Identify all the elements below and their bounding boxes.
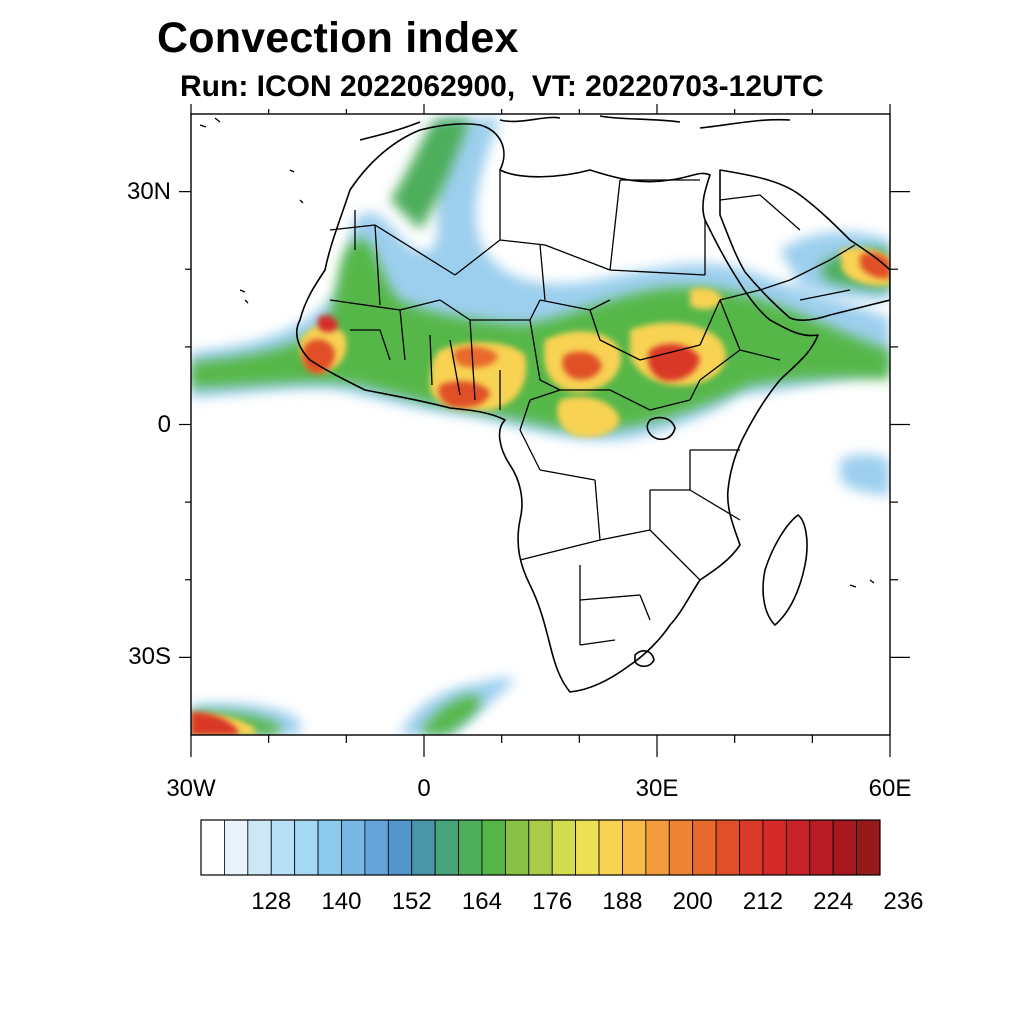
colorbar-swatch <box>739 819 764 876</box>
colorbar <box>200 819 881 876</box>
colorbar-swatch <box>224 819 249 876</box>
colorbar-swatch <box>458 819 483 876</box>
colorbar-swatch <box>317 819 342 876</box>
colorbar-label: 164 <box>461 888 502 915</box>
field-outer-band <box>191 118 890 735</box>
axis-ticks <box>179 104 910 757</box>
y-axis-label: 0 <box>157 410 171 438</box>
colorbar-swatch <box>668 819 694 876</box>
x-axis-label: 0 <box>417 775 431 802</box>
colorbar-swatch <box>762 819 787 876</box>
colorbar-label: 188 <box>602 888 643 915</box>
x-axis-label: 30E <box>635 775 679 802</box>
colorbar-label: 224 <box>813 888 854 915</box>
colorbar-label: 200 <box>672 888 713 915</box>
arabia-coastline <box>719 169 890 321</box>
colorbar-swatch <box>270 819 296 876</box>
colorbar-swatch <box>715 819 740 876</box>
x-axis-label: 30W <box>166 775 216 802</box>
plot-subtitle: Run: ICON 2022062900, VT: 20220703-12UTC <box>180 70 824 103</box>
colorbar-swatch <box>528 819 553 876</box>
plot-title: Convection index <box>157 14 519 62</box>
colorbar-swatch <box>645 819 670 876</box>
colorbar-swatch <box>294 819 319 876</box>
colorbar-swatch <box>247 819 272 876</box>
colorbar-swatch <box>692 819 717 876</box>
colorbar-swatch <box>809 819 834 876</box>
colorbar-swatch <box>504 819 530 876</box>
colorbar-swatch <box>622 819 647 876</box>
colorbar-swatch <box>598 819 623 876</box>
colorbar-swatch <box>341 819 366 876</box>
colorbar-swatch <box>200 819 225 876</box>
madagascar-coastline <box>762 514 808 626</box>
y-axis-label: 30N <box>126 177 171 205</box>
x-axis-label: 60E <box>868 775 912 802</box>
islands <box>199 117 875 588</box>
colorbar-label: 236 <box>883 888 924 915</box>
colorbar-swatch <box>364 819 389 876</box>
lesotho-border <box>634 650 655 668</box>
colorbar-swatch <box>481 819 506 876</box>
colorbar-label: 140 <box>321 888 362 915</box>
colorbar-frame <box>200 819 881 876</box>
colorbar-label: 128 <box>251 888 292 915</box>
colorbar-label: 212 <box>742 888 783 915</box>
colorbar-swatch <box>387 819 413 876</box>
colorbar-swatch <box>785 819 811 876</box>
colorbar-swatch <box>575 819 600 876</box>
europe-coastline <box>359 115 791 141</box>
colorbar-swatch <box>832 819 857 876</box>
colorbar-swatch <box>434 819 459 876</box>
field-red <box>191 252 890 735</box>
colorbar-swatch <box>856 819 881 876</box>
y-axis-label: 30S <box>128 643 171 671</box>
lake-victoria <box>646 416 676 441</box>
country-borders <box>329 170 856 646</box>
colorbar-label: 152 <box>391 888 432 915</box>
border-layer <box>199 117 875 646</box>
colorbar-swatch <box>551 819 577 876</box>
colorbar-swatch <box>411 819 436 876</box>
colorbar-label: 176 <box>532 888 573 915</box>
convection-field <box>191 118 890 735</box>
